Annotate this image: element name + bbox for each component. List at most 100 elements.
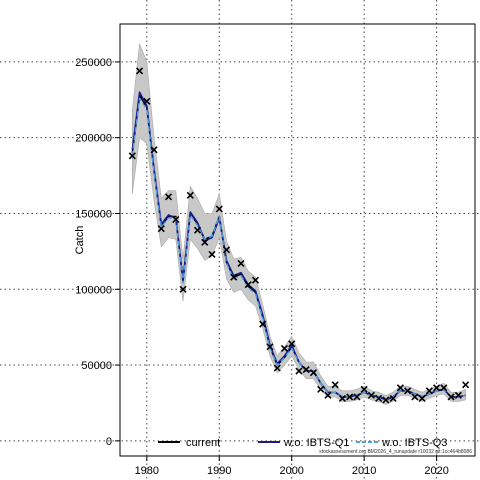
x-tick-label: 1980 [135, 465, 159, 477]
observation-mark-b [150, 146, 158, 154]
observation-point [179, 285, 187, 293]
observation-mark-b [309, 369, 318, 377]
y-tick-label: 50000 [81, 360, 112, 372]
observation-point [150, 146, 158, 154]
observation-point [230, 273, 238, 281]
legend-label-0: current [186, 437, 220, 449]
observation-point [353, 393, 361, 401]
observation-mark-b [454, 391, 462, 399]
observation-mark-b [164, 193, 173, 201]
observation-point [280, 344, 289, 352]
y-tick-label: 0 [106, 436, 112, 448]
legend-label-1: w.o. IBTS-Q1 [283, 437, 349, 449]
observation-mark-b [186, 191, 194, 199]
observation-point [251, 276, 260, 284]
observation-point [128, 152, 136, 160]
observation-point [295, 367, 303, 375]
observation-point [222, 246, 231, 254]
observation-point [462, 381, 470, 389]
observation-mark-b [143, 97, 151, 105]
observation-point [201, 238, 209, 246]
observation-point [135, 67, 144, 75]
observation-point [447, 393, 455, 401]
observation-mark-b [411, 393, 419, 401]
observation-mark-b [295, 367, 303, 375]
y-tick-label: 250000 [75, 57, 112, 69]
plot-frame [119, 23, 476, 457]
observation-point [288, 340, 296, 348]
observation-point [418, 394, 426, 402]
observation-mark-b [404, 387, 412, 395]
observation-point [208, 250, 216, 258]
observation-point [273, 364, 281, 372]
observation-point [440, 384, 448, 392]
observation-mark-b [215, 205, 223, 213]
observation-point [237, 259, 245, 268]
observation-point [382, 396, 390, 404]
observation-mark-b [179, 285, 187, 293]
observation-mark-b [237, 259, 245, 268]
footnote: stockassessment.org BM2026_4_runupdate r… [319, 449, 472, 455]
observation-mark-b [346, 393, 354, 401]
band-area [132, 43, 466, 405]
observation-mark-b [288, 340, 296, 348]
observation-point [324, 391, 332, 399]
observation-mark-b [324, 391, 332, 399]
legend: current w.o. IBTS-Q1 w.o. IBTS-Q3 [158, 437, 447, 449]
observation-mark-b [172, 215, 180, 224]
observation-mark-b [135, 67, 144, 75]
observation-mark-b [389, 394, 397, 402]
observation-mark-b [396, 384, 404, 392]
observation-mark-b [273, 364, 281, 372]
observation-point [259, 320, 267, 328]
observation-mark-b [128, 152, 136, 160]
observation-mark-b [208, 250, 216, 258]
observation-mark-b [462, 381, 470, 389]
observation-point [193, 226, 202, 234]
observation-point [186, 191, 194, 199]
observation-point [404, 387, 412, 395]
x-tick-label: 2020 [424, 465, 448, 477]
observation-point [331, 381, 339, 389]
observation-mark-b [425, 387, 433, 395]
y-tick-label: 150000 [75, 208, 112, 220]
observation-mark-b [447, 393, 455, 401]
x-tick-label: 2010 [352, 465, 376, 477]
observation-point [266, 343, 274, 351]
observation-mark-b [251, 276, 260, 284]
observation-point [317, 385, 325, 393]
observation-mark-b [193, 226, 202, 234]
observation-point [360, 385, 368, 393]
observation-mark-b [266, 343, 274, 351]
observation-point [346, 393, 354, 401]
observation-mark-b [382, 396, 390, 404]
observation-point [215, 205, 223, 213]
observation-point [309, 369, 318, 377]
observation-mark-b [367, 391, 375, 399]
observation-point [302, 366, 310, 374]
observation-point [157, 225, 165, 233]
observation-mark-b [280, 344, 289, 352]
y-tick-label: 100000 [75, 284, 112, 296]
observation-mark-b [259, 320, 267, 328]
series-lines [131, 91, 466, 401]
observation-mark-b [244, 281, 252, 289]
observation-point [367, 391, 375, 399]
observation-mark-b [201, 238, 209, 246]
observation-point [338, 394, 346, 402]
observation-point [172, 215, 180, 224]
observation-mark-b [157, 225, 165, 233]
observation-mark-b [338, 394, 346, 402]
observation-mark-b [360, 385, 368, 393]
observation-point [411, 393, 419, 401]
observation-mark-b [317, 385, 325, 393]
observation-point [396, 384, 404, 392]
observation-mark-b [440, 384, 448, 392]
x-tick-label: 1990 [207, 465, 231, 477]
observation-point [454, 391, 462, 399]
confidence-band [132, 43, 466, 405]
axes: 0 50000 100000 150000 200000 250000 1980 1990 20… [75, 57, 449, 477]
legend-label-2: w.o. IBTS-Q3 [381, 437, 447, 449]
